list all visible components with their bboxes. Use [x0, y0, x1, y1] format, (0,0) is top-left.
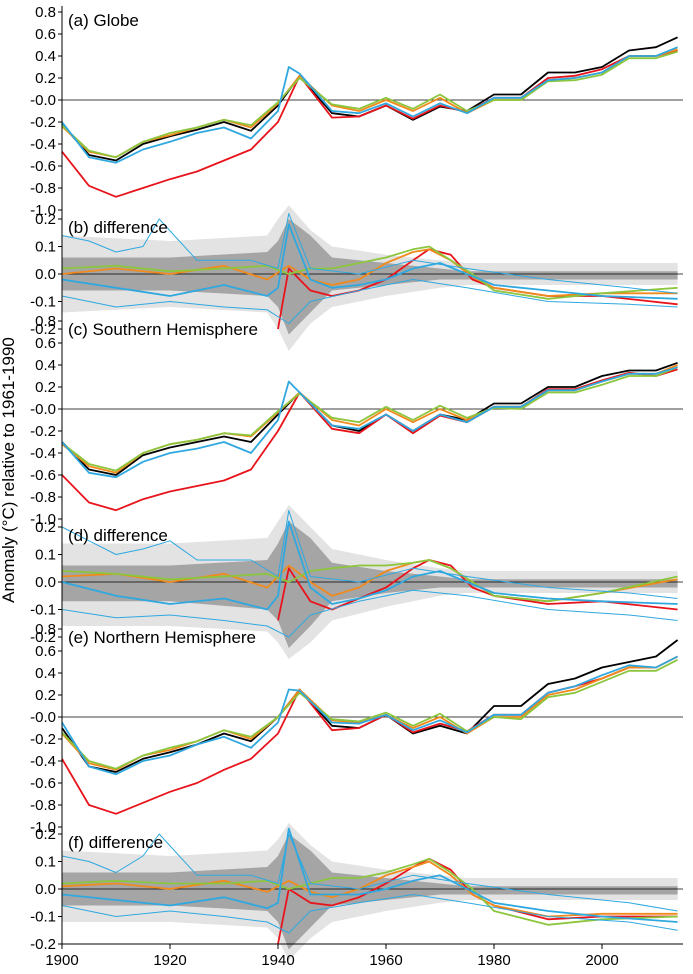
series-green-c	[61, 366, 678, 472]
y-tick-label-d: -0.1	[30, 602, 56, 619]
series-green-e	[61, 658, 679, 770]
series-red-a	[61, 49, 678, 198]
y-tick-label-a: -0.0	[30, 92, 56, 109]
series-blue-thin-f	[61, 833, 678, 912]
y-tick-label-f: 0.2	[35, 826, 56, 843]
x-tick-label: 2000	[585, 952, 618, 969]
x-tick-label: 1980	[477, 952, 510, 969]
y-tick-label-c: 0.8	[35, 313, 56, 330]
series-red-f	[277, 857, 678, 945]
panel-title-c: (c) Southern Hemisphere	[68, 320, 258, 339]
band-inner-d	[62, 521, 678, 648]
panel-title-b: (b) difference	[68, 218, 168, 237]
y-tick-label-c: -0.4	[30, 445, 56, 462]
series-blue-thin-b	[61, 279, 678, 324]
y-tick-label-a: -0.4	[30, 136, 56, 153]
series-blue-thin-d	[61, 589, 678, 638]
y-tick-label-b: -0.1	[30, 294, 56, 311]
panel-c: 0.8 0.6 0.4 0.2 -0.0 -0.2 -0.4 -0.6 -0.8 -1.0 (c) …	[30, 313, 683, 528]
y-tick-label-c: -0.0	[30, 401, 56, 418]
x-tick-label: 1960	[369, 952, 402, 969]
series-blue-thin-b	[61, 213, 678, 294]
series-red-c	[61, 368, 678, 512]
y-tick-label-c: 0.2	[35, 379, 56, 396]
y-tick-label-c: -0.8	[30, 489, 56, 506]
y-tick-label-d: 0.0	[35, 574, 56, 591]
series-blue-f	[61, 827, 678, 923]
y-tick-label-e: 0.2	[35, 687, 56, 704]
y-tick-label-a: 0.4	[35, 48, 56, 65]
y-tick-label-b: 0.0	[35, 266, 56, 283]
y-tick-label-e: -0.4	[30, 753, 56, 770]
series-green-f	[61, 857, 678, 926]
y-tick-label-a: -0.8	[30, 180, 56, 197]
panel-a: 0.8 0.6 0.4 0.2 -0.0 -0.2 -0.4 -0.6 -0.8 -1.0 (a) …	[30, 4, 683, 219]
series-blue-e	[61, 655, 679, 776]
series-orange-f	[61, 860, 678, 918]
y-tick-label-a: 0.2	[35, 70, 56, 87]
y-tick-label-c: -0.6	[30, 467, 56, 484]
y-tick-label-e: 0.4	[35, 665, 56, 682]
series-blue-c	[61, 366, 678, 479]
y-tick-label-e: -0.0	[30, 709, 56, 726]
series-green-b	[61, 245, 678, 300]
series-blue-thin-f	[61, 894, 678, 934]
y-tick-label-f: 0.0	[35, 881, 56, 898]
y-tick-label-d: 0.1	[35, 547, 56, 564]
y-tick-label-a: -0.2	[30, 114, 56, 131]
panel-f: 0.2 0.1 0.0 -0.1 -0.2 (f) difference	[30, 823, 683, 961]
panel-title-d: (d) difference	[68, 526, 168, 545]
y-tick-label-e: -0.8	[30, 797, 56, 814]
y-tick-label-a: 0.8	[35, 4, 56, 21]
panels-group: 0.8 0.6 0.4 0.2 -0.0 -0.2 -0.4 -0.6 -0.8 -1.0 (a) …	[30, 4, 683, 961]
series-black-c	[61, 361, 678, 476]
x-tick-label: 1940	[261, 952, 294, 969]
series-green-a	[61, 50, 678, 159]
y-tick-label-e: -0.2	[30, 731, 56, 748]
panel-title-f: (f) difference	[68, 833, 163, 852]
y-tick-label-a: 0.6	[35, 26, 56, 43]
y-tick-label-f: -0.1	[30, 909, 56, 926]
y-tick-label-c: 0.4	[35, 357, 56, 374]
series-red-d	[277, 559, 678, 621]
y-tick-label-e: -0.6	[30, 775, 56, 792]
x-tick-label: 1900	[45, 952, 78, 969]
y-tick-label-a: -1.0	[30, 202, 56, 219]
panel-d: 0.2 0.1 0.0 -0.1 -0.2 (d) difference	[30, 505, 683, 659]
band-inner-b	[62, 219, 678, 335]
y-tick-label-c: 0.6	[35, 335, 56, 352]
series-blue-a	[61, 46, 678, 164]
y-tick-label-c: -0.2	[30, 423, 56, 440]
y-tick-label-d: -0.2	[30, 629, 56, 646]
y-tick-label-b: 0.1	[35, 239, 56, 256]
y-axis-label: Anomaly (°C) relative to 1961-1990	[0, 337, 18, 603]
y-tick-label-a: -0.6	[30, 158, 56, 175]
series-blue-b	[61, 223, 678, 300]
panel-title-a: (a) Globe	[68, 11, 139, 30]
y-tick-label-b: 0.2	[35, 211, 56, 228]
x-tick-label: 1920	[153, 952, 186, 969]
y-tick-label-e: 0.6	[35, 643, 56, 660]
y-tick-label-b: -0.2	[30, 321, 56, 338]
y-tick-label-c: -1.0	[30, 511, 56, 528]
y-tick-label-f: 0.1	[35, 854, 56, 871]
series-orange-b	[61, 248, 678, 297]
series-blue-thin-d	[61, 510, 678, 599]
series-blue-d	[61, 520, 678, 611]
series-green-d	[61, 559, 678, 603]
panel-e: 0.8 0.6 0.4 0.2 -0.0 -0.2 -0.4 -0.6 -0.8 -1.0 (e) …	[30, 621, 683, 836]
y-tick-label-e: 0.8	[35, 621, 56, 638]
y-tick-label-f: -0.2	[30, 936, 56, 953]
y-tick-label-e: -1.0	[30, 819, 56, 836]
panel-b: 0.2 0.1 0.0 -0.1 -0.2 (b) difference	[30, 205, 683, 351]
y-tick-label-d: 0.2	[35, 519, 56, 536]
panel-title-e: (e) Northern Hemisphere	[68, 628, 256, 647]
x-axis: 1900 1920 1940 1960 1980 2000	[45, 943, 683, 969]
